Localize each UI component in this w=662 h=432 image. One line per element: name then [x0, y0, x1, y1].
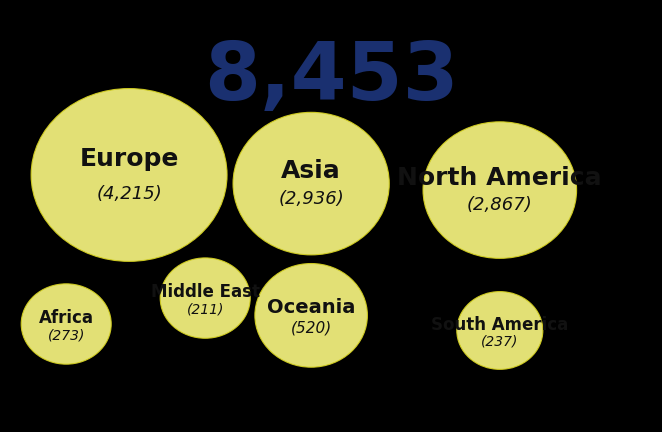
Text: Oceania: Oceania: [267, 298, 355, 317]
Text: (2,936): (2,936): [278, 190, 344, 208]
Text: (2,867): (2,867): [467, 196, 533, 214]
Text: Europe: Europe: [79, 147, 179, 172]
Text: 8,453: 8,453: [204, 39, 458, 117]
Ellipse shape: [31, 89, 227, 261]
Text: Middle East: Middle East: [151, 283, 260, 301]
Text: (211): (211): [187, 302, 224, 316]
Text: (520): (520): [291, 321, 332, 336]
Text: (237): (237): [481, 334, 518, 348]
Text: (273): (273): [48, 328, 85, 342]
Ellipse shape: [233, 112, 389, 255]
Ellipse shape: [423, 122, 577, 258]
Text: (4,215): (4,215): [96, 185, 162, 203]
Text: North America: North America: [397, 166, 602, 190]
Ellipse shape: [457, 292, 543, 369]
Text: Africa: Africa: [38, 309, 94, 327]
Text: South America: South America: [431, 316, 569, 334]
Ellipse shape: [255, 264, 367, 367]
Text: Asia: Asia: [281, 159, 341, 183]
Ellipse shape: [160, 258, 250, 338]
Ellipse shape: [21, 284, 111, 364]
